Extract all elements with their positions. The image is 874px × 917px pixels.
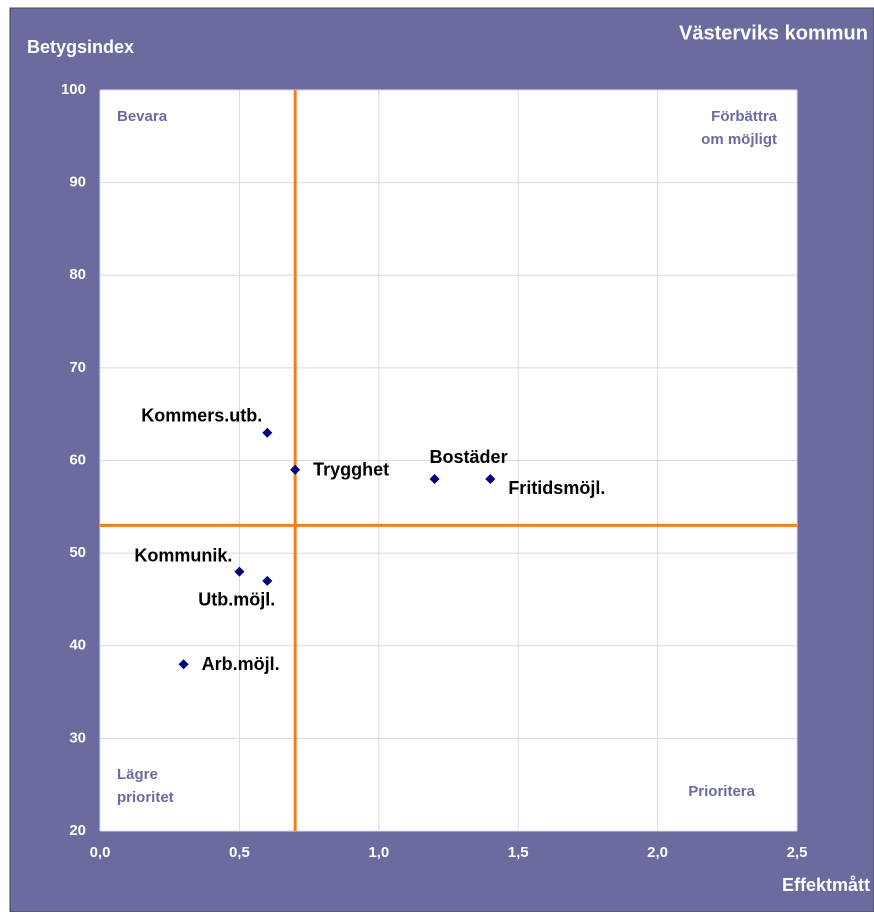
- point-label: Utb.möjl.: [198, 590, 275, 610]
- point-label: Kommers.utb.: [141, 405, 262, 425]
- point: [429, 474, 440, 485]
- x-tick-label: 0,0: [90, 844, 111, 861]
- quadrant-label: om möjligt: [701, 131, 777, 148]
- x-tick-label: 2,5: [787, 844, 808, 861]
- y-tick-label: 30: [69, 729, 86, 746]
- quadrant-label: Prioritera: [688, 783, 755, 800]
- point-label: Bostäder: [430, 447, 508, 467]
- x-tick-label: 0,5: [229, 844, 250, 861]
- point: [290, 464, 301, 475]
- point: [178, 659, 189, 670]
- quadrant-label: Förbättra: [711, 108, 777, 125]
- x-tick-label: 1,0: [368, 844, 389, 861]
- y-tick-label: 40: [69, 637, 86, 654]
- x-axis-label: Effektmått: [782, 875, 870, 895]
- y-axis-label: Betygsindex: [27, 37, 134, 57]
- quadrant-label: prioritet: [117, 789, 174, 806]
- y-tick-label: 70: [69, 359, 86, 376]
- point: [234, 566, 245, 577]
- chart-title: Västerviks kommun: [679, 22, 868, 44]
- y-tick-label: 50: [69, 544, 86, 561]
- y-tick-label: 90: [69, 174, 86, 191]
- y-tick-label: 20: [69, 822, 86, 839]
- point-label: Fritidsmöjl.: [508, 478, 605, 498]
- point-label: Trygghet: [313, 460, 389, 480]
- x-tick-label: 2,0: [647, 844, 668, 861]
- point: [262, 427, 273, 438]
- point: [262, 575, 273, 586]
- point-label: Arb.möjl.: [202, 654, 280, 674]
- point: [485, 474, 496, 485]
- x-tick-label: 1,5: [508, 844, 529, 861]
- point-label: Kommunik.: [134, 545, 232, 565]
- y-tick-label: 100: [61, 81, 86, 98]
- quadrant-label: Bevara: [117, 108, 168, 125]
- quadrant-label: Lägre: [117, 766, 158, 783]
- y-tick-label: 80: [69, 266, 86, 283]
- y-tick-label: 60: [69, 451, 86, 468]
